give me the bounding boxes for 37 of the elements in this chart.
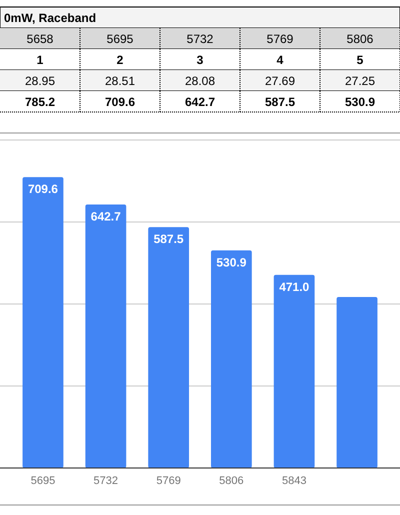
data-label: 530.9 [216, 255, 247, 270]
bar [336, 297, 378, 468]
x-tick-label: 5806 [219, 474, 244, 487]
x-tick-label: 5769 [266, 32, 294, 46]
bar [210, 250, 252, 468]
data-label: 28.95 [24, 74, 56, 88]
bar [148, 227, 190, 468]
data-label: 28.51 [104, 74, 136, 88]
x-tick-label: 5769 [156, 474, 181, 487]
data-label: 28.08 [184, 74, 216, 88]
bar [85, 204, 126, 468]
data-label: 4 [276, 53, 284, 67]
data-label: 785.2 [24, 95, 56, 109]
x-tick-label: 5695 [106, 32, 134, 46]
x-tick-label: 5732 [94, 474, 118, 487]
data-label: 642.7 [184, 95, 216, 109]
bar [274, 274, 315, 468]
x-tick-label: 5658 [26, 32, 54, 46]
data-label: 1 [36, 53, 44, 67]
data-label: 642.7 [90, 209, 122, 224]
data-label: 3 [196, 53, 204, 67]
data-label: 27.69 [264, 74, 296, 88]
data-label: 587.5 [264, 95, 296, 109]
data-label: 530.9 [344, 95, 376, 109]
data-label: 587.5 [154, 232, 184, 246]
bar [22, 177, 64, 468]
x-tick-label: 5806 [346, 32, 374, 46]
data-label: 5 [356, 53, 364, 67]
data-label: 471.0 [279, 280, 310, 294]
data-label: 27.25 [344, 74, 376, 88]
x-tick-label: 5843 [282, 474, 306, 487]
chart-title: 0mW, Raceband [4, 11, 96, 25]
x-tick-label: 5695 [30, 474, 56, 487]
data-label: 709.6 [104, 95, 136, 109]
data-label: 709.6 [28, 182, 58, 196]
data-label: 2 [116, 53, 124, 67]
x-tick-label: 5732 [186, 32, 214, 46]
